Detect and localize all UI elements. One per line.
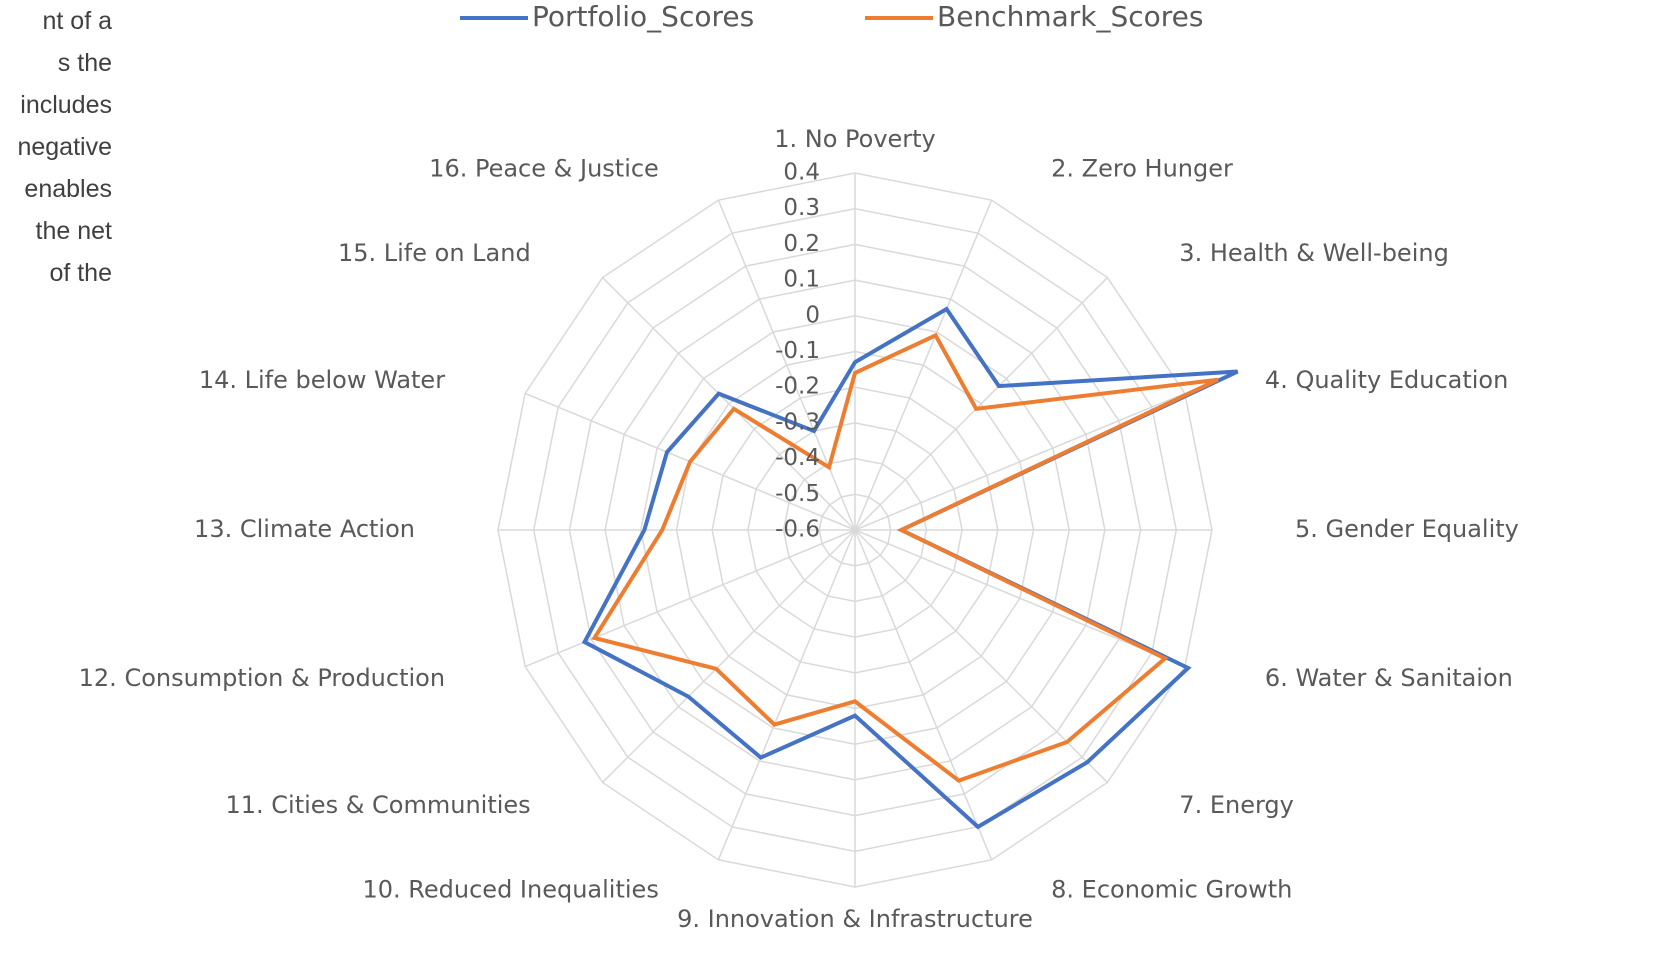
side-line: negative — [17, 133, 112, 161]
side-line: nt of a — [42, 7, 113, 35]
spoke — [717, 199, 856, 531]
legend-label: Benchmark_Scores — [937, 0, 1204, 33]
spoke — [854, 529, 1186, 668]
category-label: 9. Innovation & Infrastructure — [677, 905, 1033, 933]
axis-tick-label: 0.1 — [783, 267, 820, 293]
axis-tick-label: 0.4 — [783, 160, 820, 186]
spoke — [854, 529, 1108, 783]
axis-tick-label: -0.1 — [775, 338, 820, 364]
spoke — [524, 529, 856, 668]
axis-tick-label: -0.2 — [775, 374, 820, 400]
category-label: 15. Life on Land — [338, 239, 531, 267]
series-line — [591, 332, 1219, 783]
axis-tick-label: -0.5 — [775, 481, 820, 507]
series-line — [581, 306, 1239, 830]
category-label: 1. No Poverty — [774, 125, 936, 153]
category-label: 8. Economic Growth — [1051, 875, 1292, 903]
spoke — [854, 392, 1186, 531]
spoke — [717, 529, 856, 861]
side-line: includes — [20, 91, 112, 119]
category-label: 14. Life below Water — [199, 366, 445, 394]
spoke — [854, 199, 993, 531]
category-label: 16. Peace & Justice — [429, 155, 659, 183]
axis-tick-label: -0.3 — [775, 409, 820, 435]
category-label: 5. Gender Equality — [1295, 515, 1519, 543]
spoke — [854, 277, 1108, 531]
axis-tick-label: 0.3 — [783, 195, 820, 221]
axis-tick-label: 0 — [805, 302, 820, 328]
category-label: 3. Health & Well-being — [1179, 239, 1449, 267]
spoke — [854, 529, 993, 861]
side-line: enables — [24, 175, 112, 203]
category-label: 6. Water & Sanitaion — [1265, 664, 1513, 692]
axis-tick-label: -0.6 — [775, 517, 820, 543]
spoke — [602, 529, 856, 783]
axis-tick-label: -0.4 — [775, 445, 820, 471]
side-text: nt of a s the includes negative enables the n… — [0, 0, 112, 294]
category-label: 7. Energy — [1179, 791, 1294, 819]
category-label: 4. Quality Education — [1265, 366, 1508, 394]
category-label: 12. Consumption & Production — [79, 664, 445, 692]
category-label: 10. Reduced Inequalities — [363, 875, 659, 903]
category-label: 11. Cities & Communities — [226, 791, 531, 819]
legend-label: Portfolio_Scores — [532, 0, 754, 33]
side-line: s the — [57, 49, 112, 77]
spoke — [602, 277, 856, 531]
axis-tick-label: 0.2 — [783, 231, 820, 257]
category-label: 2. Zero Hunger — [1051, 155, 1233, 183]
category-label: 13. Climate Action — [194, 515, 415, 543]
side-line: the net — [35, 217, 112, 245]
side-line: of the — [49, 259, 112, 287]
